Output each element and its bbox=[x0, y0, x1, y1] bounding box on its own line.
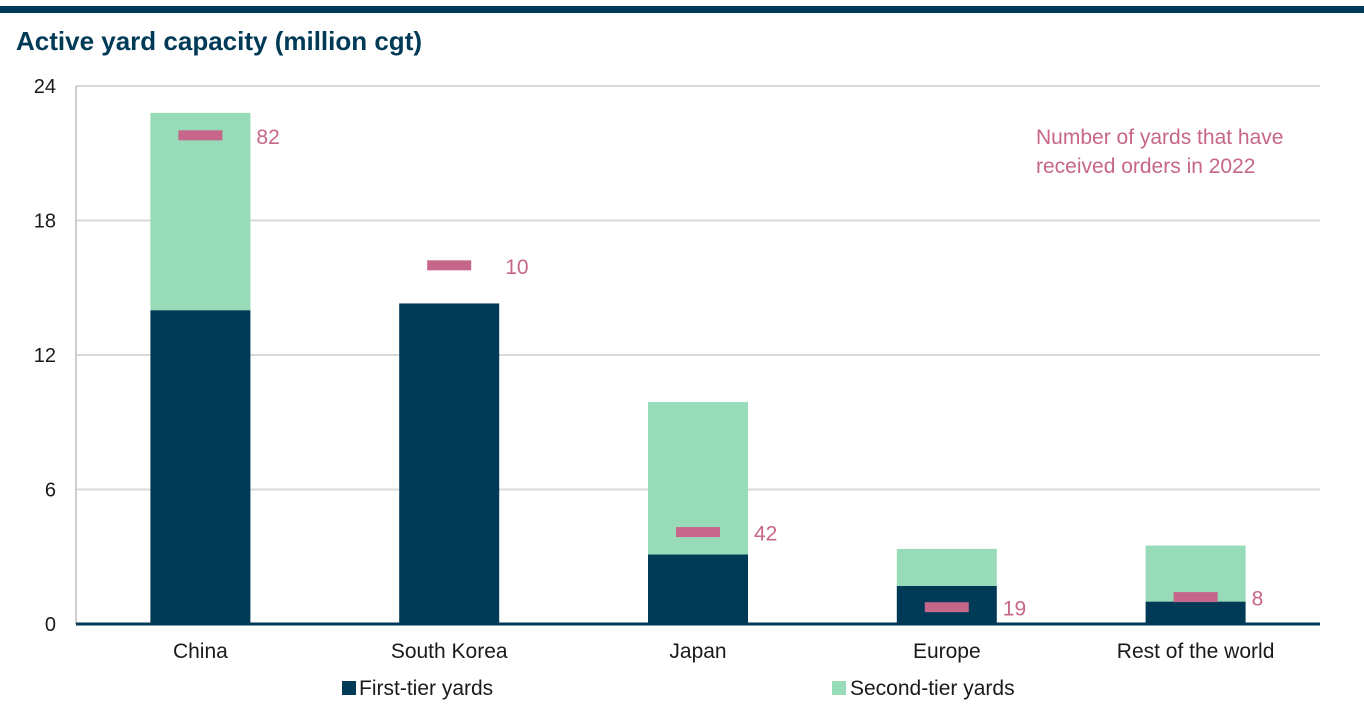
marker-label: 19 bbox=[1003, 598, 1026, 621]
axis: 0 6 12 18 24 China South Korea Japan Europe Rest … bbox=[34, 76, 1320, 663]
order-marker bbox=[427, 260, 472, 271]
bar-first-tier bbox=[399, 303, 500, 624]
bar-second-tier bbox=[896, 548, 997, 586]
top-rule bbox=[0, 6, 1364, 13]
markers: 82 10 42 19 8 bbox=[178, 126, 1263, 621]
legend-label-second-tier: Second-tier yards bbox=[850, 677, 1015, 700]
marker-label: 10 bbox=[505, 256, 528, 279]
order-marker bbox=[1173, 592, 1218, 603]
y-tick-label: 6 bbox=[45, 480, 56, 502]
bar-first-tier bbox=[1145, 601, 1246, 624]
y-tick-label: 24 bbox=[34, 76, 56, 98]
bar-second-tier bbox=[150, 112, 251, 311]
order-marker bbox=[924, 602, 969, 613]
chart-title: Active yard capacity (million cgt) bbox=[16, 26, 423, 56]
annotation: Number of yards that have received order… bbox=[1036, 126, 1289, 178]
legend-label-first-tier: First-tier yards bbox=[359, 677, 493, 700]
x-tick-label: South Korea bbox=[391, 640, 508, 663]
order-marker bbox=[178, 130, 223, 141]
y-tick-label: 18 bbox=[34, 211, 56, 233]
marker-label: 42 bbox=[754, 523, 777, 546]
marker-label: 82 bbox=[256, 126, 279, 149]
bar-first-tier bbox=[150, 310, 251, 624]
bars bbox=[150, 112, 1246, 624]
y-tick-label: 0 bbox=[45, 614, 56, 636]
legend: First-tier yards Second-tier yards bbox=[342, 677, 1015, 700]
x-tick-label: Japan bbox=[669, 640, 726, 663]
y-tick-label: 12 bbox=[34, 345, 56, 367]
order-marker bbox=[676, 527, 720, 538]
annotation-line: Number of yards that have bbox=[1036, 126, 1283, 149]
x-tick-label: Rest of the world bbox=[1117, 640, 1275, 663]
marker-label: 8 bbox=[1252, 588, 1264, 611]
legend-swatch-first-tier bbox=[342, 681, 356, 695]
annotation-line: received orders in 2022 bbox=[1036, 155, 1255, 178]
bar-first-tier bbox=[648, 554, 748, 624]
x-tick-label: China bbox=[173, 640, 228, 663]
legend-swatch-second-tier bbox=[832, 681, 846, 695]
x-tick-label: Europe bbox=[913, 640, 981, 663]
